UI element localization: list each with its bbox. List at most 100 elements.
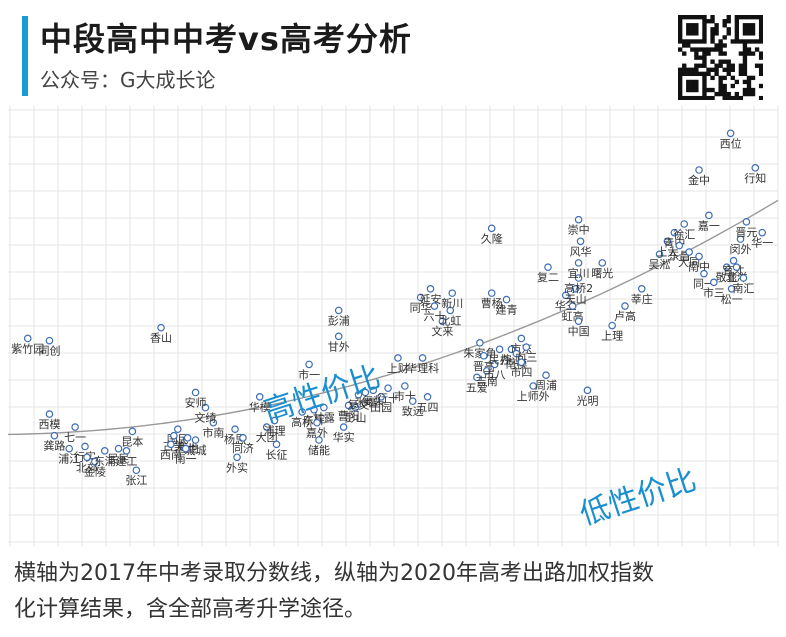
point-label: 徐汇 [673, 227, 695, 241]
point-label: 东浦 [94, 455, 116, 468]
point-marker [23, 334, 32, 343]
point-marker [233, 453, 241, 462]
point-label: 张江 [125, 474, 147, 487]
scatter-point: 高桥 [291, 408, 313, 429]
point-label: 浦江 [58, 453, 80, 466]
point-label: 松一 [721, 292, 743, 306]
qr-module [690, 23, 695, 28]
scatter-point: 松一 [721, 285, 743, 306]
qr-module [702, 91, 707, 97]
qr-module [754, 47, 760, 52]
qr-module [682, 95, 687, 100]
point-marker [50, 431, 59, 440]
point-marker [542, 371, 550, 380]
point-label: 光明 [576, 393, 598, 407]
point-label: 吉南 [476, 375, 498, 388]
qr-module [722, 67, 727, 72]
qr-module [686, 67, 691, 72]
qr-module [722, 75, 727, 81]
point-label: 曹阳 [338, 409, 360, 422]
qr-module [686, 23, 691, 28]
point-marker [473, 373, 481, 382]
qr-module [694, 23, 699, 28]
qr-module [738, 95, 744, 100]
qr-module [690, 47, 695, 52]
qr-module [742, 63, 748, 68]
point-marker [65, 444, 74, 453]
qr-module [750, 75, 756, 81]
scatter-point: 天山 [565, 285, 587, 306]
qr-module [694, 55, 699, 60]
point-marker [476, 339, 484, 347]
point-marker [732, 263, 741, 272]
point-marker [621, 302, 629, 310]
scatter-point: 同创 [38, 336, 60, 358]
qr-module [694, 31, 699, 36]
qr-module [750, 27, 756, 32]
point-marker [608, 321, 616, 330]
qr-module [686, 71, 691, 77]
qr-module [698, 15, 703, 20]
point-label: 嘉一 [698, 218, 720, 232]
point-marker [637, 285, 646, 293]
point-marker [45, 336, 54, 345]
scatter-point: 民办 [489, 345, 511, 366]
qr-module [702, 59, 707, 64]
qr-module [726, 27, 731, 32]
qr-module [746, 91, 752, 97]
qr-module [690, 83, 695, 89]
scatter-point: 市一 [298, 360, 320, 381]
point-label: 嘉外 [306, 426, 328, 440]
point-marker [183, 434, 192, 442]
point-label: 晋元 [735, 226, 757, 239]
qr-module [686, 27, 691, 32]
qr-module [702, 75, 707, 81]
qr-module [734, 95, 740, 100]
qr-module [702, 47, 707, 52]
qr-module [730, 75, 735, 81]
qr-module [750, 39, 756, 44]
scatter-point: 西模 [38, 410, 60, 431]
point-label: 延安 [420, 292, 442, 306]
point-label: 南汇 [732, 282, 754, 295]
qr-module [678, 79, 683, 85]
point-marker [384, 384, 392, 392]
qr-module [758, 51, 763, 56]
point-marker [487, 289, 496, 297]
qr-module [750, 91, 756, 97]
scatter-point: 市南 [202, 418, 224, 440]
point-label: 新川 [441, 296, 463, 310]
qr-module [742, 27, 748, 32]
qr-module [690, 67, 695, 72]
point-marker [255, 392, 264, 401]
qr-module [702, 87, 707, 93]
header-accent-bar [22, 16, 28, 96]
point-label: 金陵 [84, 465, 106, 479]
qr-module [714, 27, 719, 32]
point-label: 龚路 [43, 439, 65, 453]
qr-module [718, 87, 723, 93]
qr-module [714, 63, 719, 68]
qr-module [758, 71, 763, 77]
qr-module [758, 39, 763, 44]
qr-module [742, 51, 748, 56]
qr-module [726, 31, 731, 36]
point-marker [529, 382, 537, 390]
scatter-point: 大团 [256, 423, 278, 444]
scatter-point: 大同 [678, 248, 700, 269]
qr-module [710, 19, 715, 24]
qr-module [698, 39, 703, 44]
scatter-point: 上理 [601, 321, 623, 343]
qr-module [686, 43, 691, 48]
point-marker [522, 343, 531, 351]
scatter-point: 曹阳 [338, 401, 360, 422]
qr-module [738, 15, 744, 20]
qr-module [746, 75, 752, 81]
point-marker [334, 306, 343, 315]
point-label: 市南 [202, 426, 224, 440]
qr-module [686, 83, 691, 89]
qr-module [710, 67, 715, 72]
qr-module [758, 19, 763, 24]
qr-module [750, 31, 756, 36]
scatter-point: 闵外 [729, 235, 751, 256]
